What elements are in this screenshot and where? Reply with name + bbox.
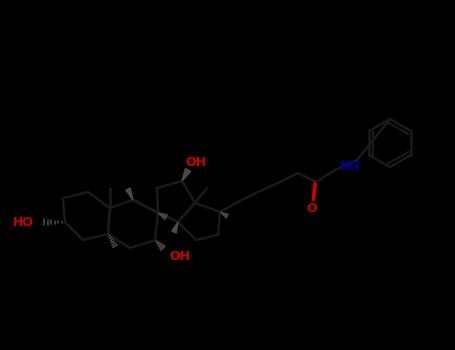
Polygon shape: [126, 188, 133, 200]
Text: O: O: [307, 202, 317, 215]
Text: NH: NH: [340, 160, 361, 173]
Polygon shape: [172, 222, 178, 233]
Text: HO: HO: [13, 216, 34, 229]
Polygon shape: [182, 169, 191, 181]
Text: OH: OH: [169, 250, 190, 262]
Text: OH: OH: [185, 156, 206, 169]
